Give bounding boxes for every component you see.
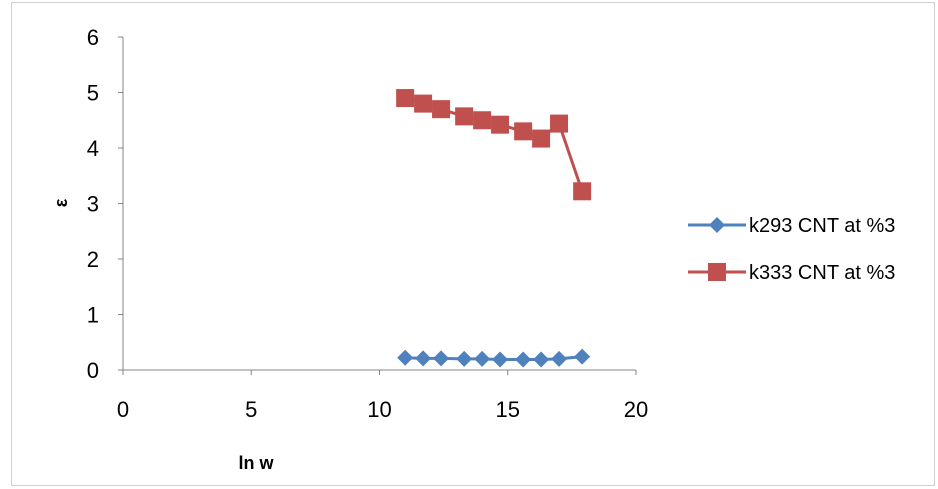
series-2 xyxy=(396,89,592,201)
y-tick-label: 1 xyxy=(87,303,99,328)
legend-diamond-marker xyxy=(709,217,725,233)
x-tick-label: 0 xyxy=(117,397,129,422)
square-marker xyxy=(491,115,510,134)
square-marker xyxy=(550,114,569,133)
diamond-marker xyxy=(474,350,491,367)
legend-item: k333 CNT at %3 xyxy=(688,262,895,284)
x-tick-label: 15 xyxy=(496,397,520,422)
series-1 xyxy=(397,348,591,368)
y-tick-label: 0 xyxy=(87,358,99,383)
y-axis-title: ε xyxy=(51,198,71,207)
series-line xyxy=(405,355,583,361)
x-tick-label: 5 xyxy=(245,397,257,422)
x-tick-label: 20 xyxy=(624,397,648,422)
x-tick-labels: 0 5 10 15 20 xyxy=(117,370,648,422)
square-marker xyxy=(514,122,533,141)
diamond-marker xyxy=(533,351,550,368)
legend-label: k333 CNT at %3 xyxy=(749,262,895,284)
y-tick-label: 3 xyxy=(87,192,99,217)
diamond-marker xyxy=(433,350,450,367)
square-marker xyxy=(396,89,415,108)
x-axis-title: ln w xyxy=(239,453,275,473)
diamond-marker xyxy=(574,348,591,365)
square-marker xyxy=(532,129,551,148)
diamond-marker xyxy=(551,350,568,367)
diamond-marker xyxy=(397,349,414,366)
square-marker xyxy=(573,182,592,201)
diamond-marker xyxy=(456,350,473,367)
legend: k293 CNT at %3 k333 CNT at %3 xyxy=(688,215,895,284)
y-tick-label: 2 xyxy=(87,247,99,272)
diamond-marker xyxy=(415,350,432,367)
legend-square-marker xyxy=(708,263,726,281)
y-tick-label: 5 xyxy=(87,81,99,106)
legend-label: k293 CNT at %3 xyxy=(749,215,895,237)
square-marker xyxy=(455,107,474,126)
square-marker xyxy=(414,94,433,113)
legend-item: k293 CNT at %3 xyxy=(688,215,895,237)
diamond-marker xyxy=(492,351,509,368)
y-tick-label: 6 xyxy=(87,25,99,50)
square-marker xyxy=(432,100,451,119)
y-tick-labels: 0 1 2 3 4 5 6 xyxy=(87,25,123,383)
axes xyxy=(122,37,636,371)
diamond-marker xyxy=(515,351,532,368)
square-marker xyxy=(473,111,492,130)
chart-frame xyxy=(11,2,935,486)
series-layer xyxy=(396,89,592,368)
x-tick-label: 10 xyxy=(367,397,391,422)
y-tick-label: 4 xyxy=(87,136,99,161)
